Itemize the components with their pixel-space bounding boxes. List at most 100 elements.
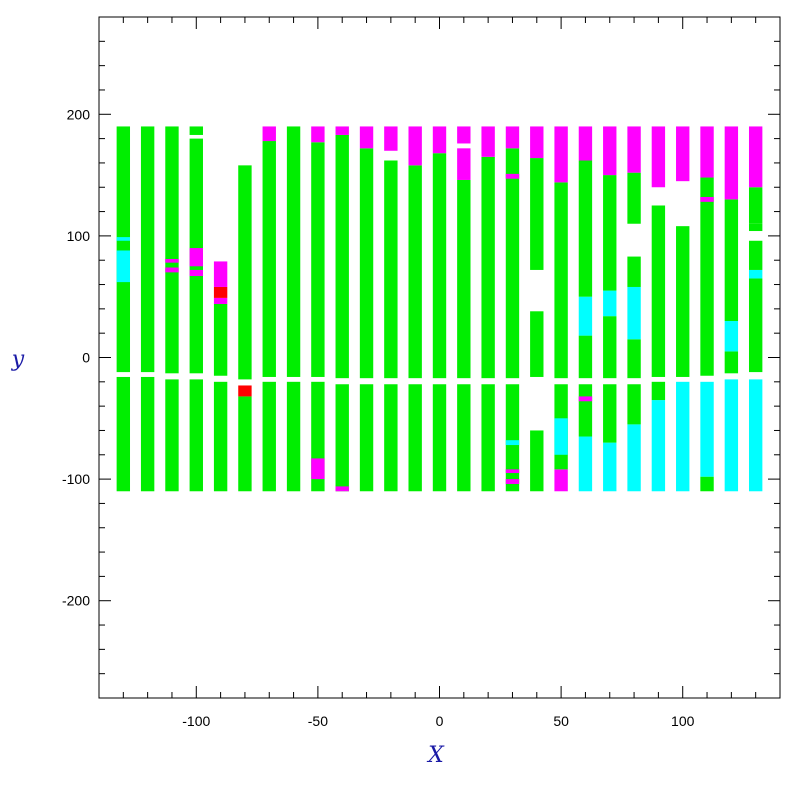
strip--80 xyxy=(238,165,252,492)
segment-80-1 xyxy=(627,384,641,425)
x-tick-label: -100 xyxy=(182,713,210,729)
segment-80-6 xyxy=(627,126,641,173)
segment-90-2 xyxy=(651,205,666,377)
segment-70-5 xyxy=(603,126,617,176)
segment-70-4 xyxy=(603,175,617,291)
segment-30-0 xyxy=(505,384,520,492)
segment--110-2 xyxy=(165,267,179,273)
strip--110 xyxy=(165,126,179,492)
strip-120 xyxy=(724,126,739,492)
segment--110-3 xyxy=(165,259,179,263)
segment-20-1 xyxy=(481,156,495,379)
segment--110-0 xyxy=(165,379,179,492)
segment-80-3 xyxy=(627,286,641,340)
segment-70-3 xyxy=(603,290,617,317)
segment-60-6 xyxy=(578,126,593,161)
segment-40-3 xyxy=(530,126,544,159)
segment--60-0 xyxy=(286,381,301,492)
strip-90 xyxy=(651,126,666,492)
segment-110-0 xyxy=(700,476,714,492)
segment-110-4 xyxy=(700,126,714,178)
segment-130-2 xyxy=(748,269,763,279)
segment-120-4 xyxy=(724,126,739,200)
segment-80-4 xyxy=(627,256,641,287)
strip--20 xyxy=(384,126,398,492)
segment-40-1 xyxy=(530,311,544,377)
y-tick-label: 0 xyxy=(82,350,90,366)
segment-110-1 xyxy=(700,381,714,477)
segment-100-2 xyxy=(676,126,690,182)
segment--40-1 xyxy=(335,486,349,492)
strip--10 xyxy=(408,126,422,492)
strip--60 xyxy=(286,126,301,492)
segment-120-3 xyxy=(724,199,739,322)
segment--130-2 xyxy=(116,250,131,283)
segment--70-1 xyxy=(262,141,276,377)
x-axis-label: X xyxy=(426,743,445,768)
y-tick-label: 200 xyxy=(67,106,91,122)
segment--20-2 xyxy=(384,126,398,151)
strip-80 xyxy=(627,126,641,492)
segment--90-3 xyxy=(213,286,228,298)
segment-0-1 xyxy=(432,153,447,379)
segment--40-0 xyxy=(335,384,349,492)
segment-80-5 xyxy=(627,172,641,224)
strip-110 xyxy=(700,126,714,492)
segment--90-4 xyxy=(213,261,228,287)
segment-10-3 xyxy=(457,126,471,144)
segment-110-3 xyxy=(700,196,714,202)
segment--100-4 xyxy=(189,248,203,267)
segment--100-3 xyxy=(189,269,203,277)
segment-100-0 xyxy=(676,381,690,492)
segment--30-2 xyxy=(359,126,374,149)
strip-100 xyxy=(676,126,690,492)
segment-90-0 xyxy=(651,400,666,492)
segment-50-2 xyxy=(554,418,568,455)
segment--130-0 xyxy=(116,376,131,492)
segment--10-1 xyxy=(408,165,422,379)
segment--100-2 xyxy=(189,126,203,135)
x-tick-label: 0 xyxy=(436,713,444,729)
segment--20-0 xyxy=(384,384,398,492)
segment--10-0 xyxy=(408,384,422,492)
segment--130-1 xyxy=(116,126,131,373)
strip--100 xyxy=(189,126,203,492)
tick-labels: -100 -50 0 50 100 -200 -100 0 100 200 xyxy=(62,106,695,729)
x-tick-label: 100 xyxy=(671,713,695,729)
segment-20-0 xyxy=(481,384,495,492)
data-strips xyxy=(116,126,763,492)
strip--40 xyxy=(335,126,349,492)
segment-130-5 xyxy=(748,187,763,224)
segment-80-2 xyxy=(627,339,641,379)
strip-0 xyxy=(432,126,447,492)
segment-60-3 xyxy=(578,335,593,379)
segment-120-1 xyxy=(724,351,739,374)
segment-130-4 xyxy=(748,223,763,232)
y-axis-label: y xyxy=(11,347,25,372)
strip--120 xyxy=(140,126,155,492)
segment-60-4 xyxy=(578,296,593,336)
segment-130-6 xyxy=(748,126,763,188)
segment--90-1 xyxy=(213,303,228,376)
segment--50-3 xyxy=(311,126,325,143)
strip--130 xyxy=(116,126,131,492)
segment-60-1 xyxy=(578,384,593,437)
segment-30-3 xyxy=(505,440,520,446)
segment-40-0 xyxy=(530,430,544,492)
segment--10-2 xyxy=(408,126,422,166)
segment--80-0 xyxy=(238,396,252,492)
segment-100-1 xyxy=(676,226,690,377)
strip-50 xyxy=(554,126,568,492)
segment-30-6 xyxy=(505,126,520,149)
segment-110-2 xyxy=(700,177,714,376)
segment--80-2 xyxy=(238,165,252,380)
y-tick-label: -200 xyxy=(62,593,90,609)
segment-60-2 xyxy=(578,396,593,402)
segment-120-0 xyxy=(724,379,739,492)
segment-40-2 xyxy=(530,158,544,270)
segment-50-0 xyxy=(554,469,568,492)
strip-60 xyxy=(578,126,593,492)
strip-10 xyxy=(457,126,471,492)
strip--30 xyxy=(359,126,374,492)
